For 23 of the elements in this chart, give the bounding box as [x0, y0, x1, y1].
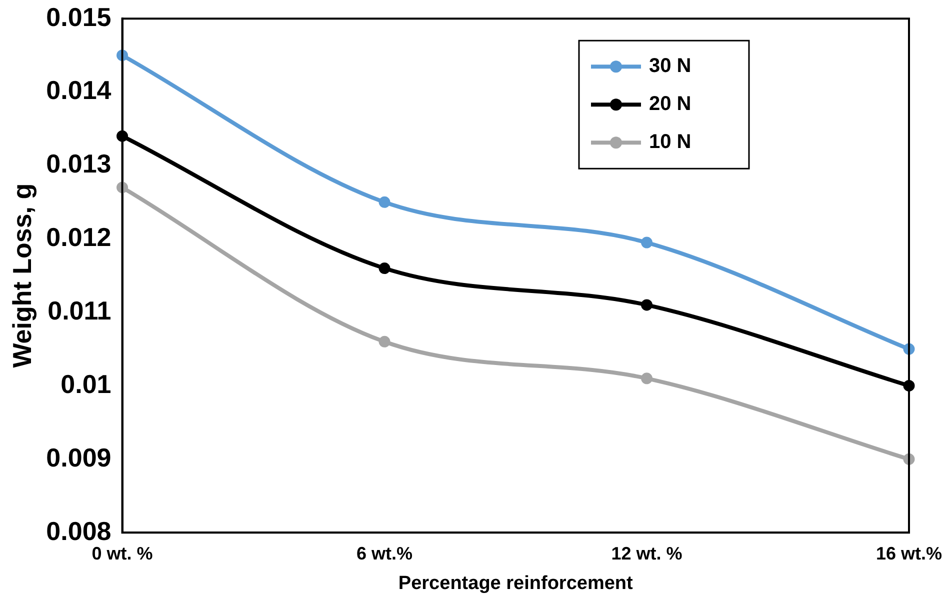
y-tick-label: 0.015 [46, 2, 112, 32]
y-tick-label: 0.01 [60, 368, 112, 399]
point [378, 336, 390, 348]
y-axis-title: Weight Loss, g [6, 183, 37, 368]
point [640, 236, 652, 248]
y-tick-label: 0.013 [46, 148, 112, 179]
point [378, 196, 390, 208]
point [378, 262, 390, 274]
x-axis-title: Percentage reinforcement [398, 572, 634, 594]
point [640, 372, 652, 384]
x-tick-label: 16 wt.% [876, 543, 942, 564]
x-tick-label: 6 wt.% [356, 543, 413, 564]
y-tick-label: 0.009 [46, 442, 112, 472]
legend-label: 20 N [648, 93, 692, 116]
x-tick-label: 0 wt. % [92, 543, 153, 564]
x-tick-label: 12 wt. % [611, 543, 682, 564]
y-tick-label: 0.008 [46, 516, 112, 546]
legend-label: 10 N [648, 131, 692, 154]
y-tick-label: 0.011 [48, 295, 112, 326]
point [640, 299, 652, 311]
legend-label: 30 N [648, 55, 692, 78]
y-tick-label: 0.014 [46, 75, 112, 106]
y-tick-label: 0.012 [46, 222, 112, 252]
